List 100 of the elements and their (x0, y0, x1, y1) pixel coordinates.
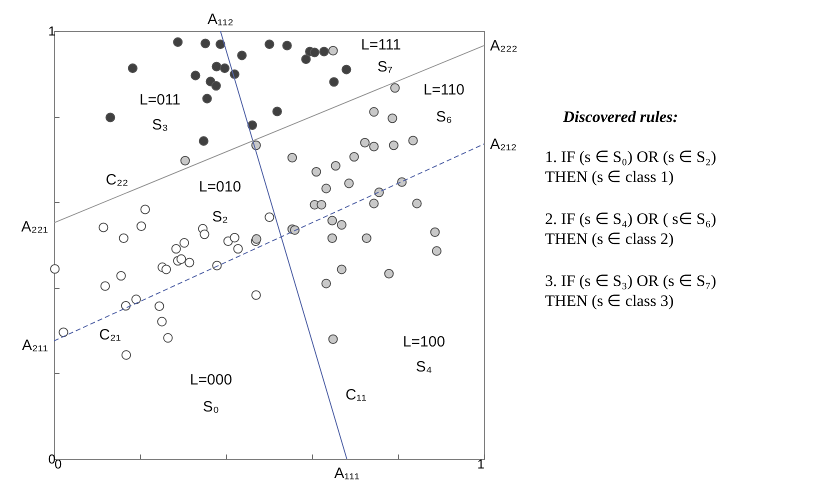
point (430, 227, 440, 237)
point (200, 229, 210, 240)
point (173, 37, 183, 47)
point (100, 281, 110, 291)
point (282, 40, 292, 50)
point (310, 48, 320, 58)
point (328, 46, 338, 56)
point (98, 222, 108, 232)
point (369, 198, 379, 208)
point (360, 138, 370, 148)
annotation: L=000 (190, 372, 232, 388)
point (163, 333, 173, 343)
point (336, 220, 346, 230)
point (131, 294, 141, 304)
annotation: L=011 (139, 92, 181, 108)
point (342, 64, 352, 74)
point (121, 350, 132, 360)
point (316, 200, 326, 210)
point (369, 142, 379, 152)
point (140, 204, 150, 214)
point (128, 63, 138, 74)
point (212, 62, 222, 72)
point (120, 300, 131, 311)
annotation: S₇ (377, 58, 393, 76)
point (118, 233, 128, 243)
point (184, 258, 194, 268)
point (264, 212, 274, 222)
point (198, 136, 208, 146)
point (321, 184, 332, 194)
point (388, 113, 398, 124)
point (362, 233, 372, 243)
point (388, 140, 399, 150)
point (161, 264, 172, 274)
annotation: L=110 (423, 82, 465, 98)
annotation: C₂₁ (99, 326, 121, 344)
annotation: S₆ (436, 108, 452, 126)
point (264, 39, 274, 50)
annotation: S₀ (202, 398, 220, 416)
point (374, 188, 384, 198)
point (329, 77, 339, 87)
point (136, 221, 146, 231)
point (344, 178, 354, 188)
text: 2. IF (s ∈ S₄) OR ( s∈ S₆) THEN (s ∈ class 2) (545, 210, 716, 250)
point (171, 244, 181, 254)
annotation: A₂₂₂ (490, 38, 518, 55)
point (408, 136, 418, 146)
annotation: L=100 (402, 334, 446, 350)
point (247, 120, 258, 130)
annotation: C₂₂ (106, 172, 128, 188)
point (369, 107, 379, 117)
point (220, 63, 230, 74)
point (190, 70, 200, 80)
point (154, 301, 164, 312)
annotation: A₂₁₁ (22, 336, 48, 354)
point (211, 80, 221, 91)
point (106, 112, 116, 122)
point (58, 327, 68, 338)
annotation: S₄ (416, 358, 432, 376)
point (290, 225, 300, 235)
point (330, 161, 340, 171)
point (216, 39, 226, 50)
point (237, 50, 247, 60)
point (327, 233, 338, 243)
point (200, 38, 210, 48)
point (311, 166, 322, 177)
annotation: A₁₁₁ (334, 465, 360, 482)
point (301, 54, 311, 64)
annotation: A₂₁₂ (490, 136, 517, 153)
point (202, 94, 212, 104)
point (327, 216, 338, 226)
point (179, 238, 190, 248)
annotation: L=111 (361, 36, 401, 54)
point (116, 270, 126, 281)
annotation: L=010 (198, 178, 242, 196)
text: 3. IF (s ∈ S₃) OR (s ∈ S₇) THEN (s ∈ class 3) (545, 272, 716, 312)
point (321, 278, 332, 288)
point (412, 198, 422, 208)
annotation: S₃ (152, 116, 168, 134)
annotation: S₂ (212, 208, 228, 226)
point (272, 106, 282, 116)
point (180, 156, 190, 166)
point (251, 290, 261, 300)
point (233, 244, 243, 254)
point (384, 268, 394, 278)
annotation: A₁₁₂ (207, 11, 234, 28)
point (328, 334, 338, 344)
point (287, 152, 298, 163)
point (157, 316, 167, 326)
point (390, 83, 400, 93)
point (212, 260, 222, 270)
point (336, 264, 346, 274)
point (349, 152, 359, 162)
text: 1. IF (s ∈ S₀) OR (s ∈ S₂) THEN (s ∈ class 1) (545, 148, 716, 188)
point (319, 46, 329, 56)
text: Discovered rules: (563, 108, 680, 128)
annotation: A₂₂₁ (21, 218, 48, 236)
annotation: C₁₁ (346, 386, 366, 404)
point (50, 264, 60, 274)
point (176, 254, 186, 264)
point (432, 246, 442, 256)
